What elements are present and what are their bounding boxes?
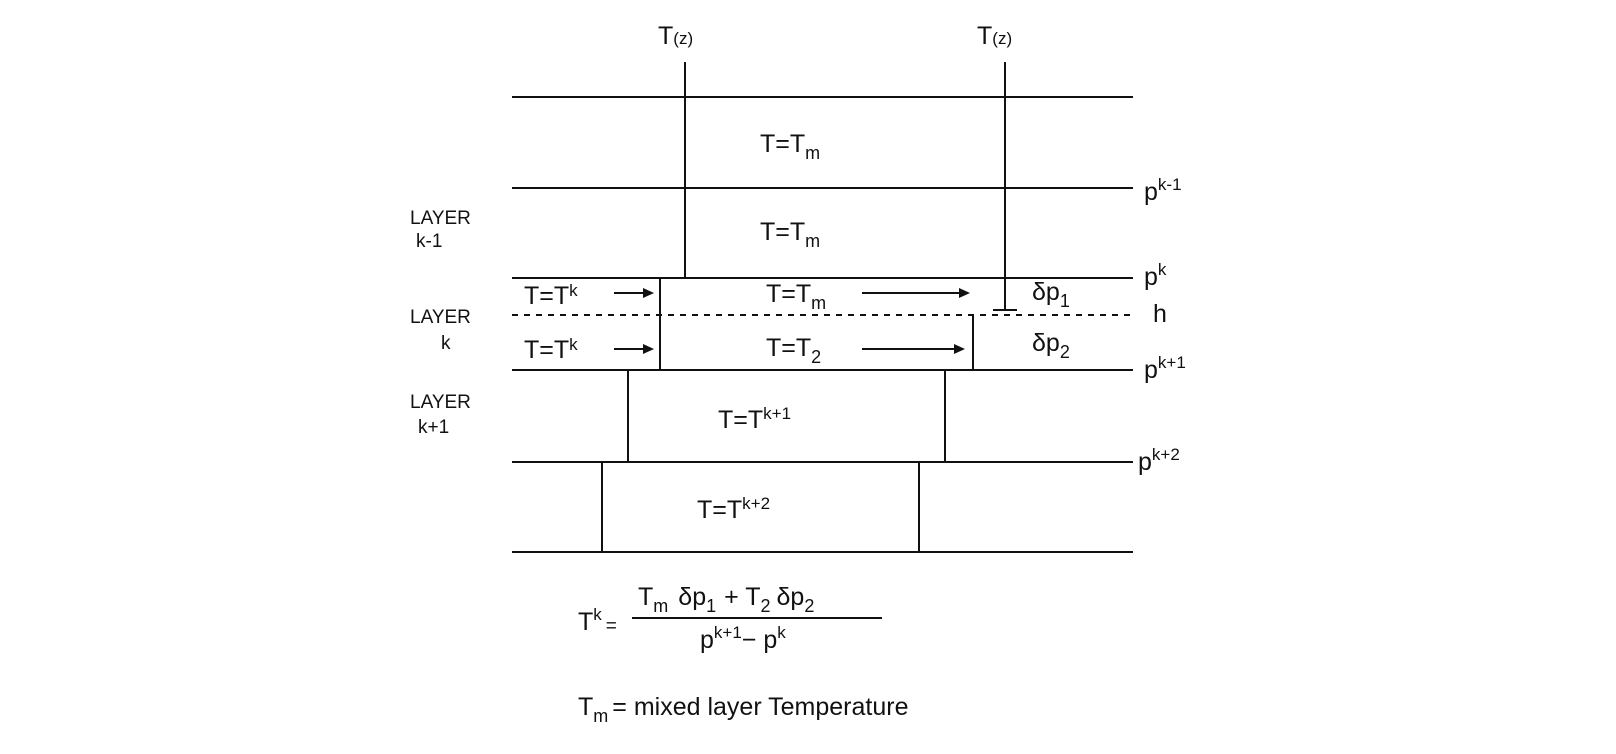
tz-left-label: T(z) <box>658 22 693 50</box>
layer-k2-temp: T=Tk+2 <box>697 494 770 524</box>
delta-p1-label: δp1 <box>1032 278 1070 311</box>
tm-legend: Tm = mixed layer Temperature <box>578 693 909 726</box>
pk+1-label: pk+1 <box>1144 353 1186 384</box>
layer-k+1-label-line1: LAYER <box>410 392 471 413</box>
layer-k-lower-mid-temp: T=T2 <box>766 334 821 367</box>
top-layer-2-temp: T=Tm <box>760 218 820 251</box>
arrow-k-lower-mid <box>862 344 965 354</box>
layer-k-upper-mid-temp: T=Tm <box>766 280 826 313</box>
arrow-k-lower-left <box>614 344 654 354</box>
layer-k-1-label-line1: LAYER <box>410 208 471 229</box>
formula-numerator: Tm δp1 + T2 δp2 <box>638 583 814 616</box>
tz-right-label: T(z) <box>977 22 1012 50</box>
layer-k-label-line2: k <box>441 333 451 354</box>
delta-p2-label: δp2 <box>1032 329 1070 362</box>
layer-k+1-label-line2: k+1 <box>418 417 449 438</box>
pk-1-label: pk-1 <box>1144 175 1182 206</box>
layer-k1-temp: T=Tk+1 <box>718 404 791 434</box>
tk-formula: Tk= Tm δp1 + T2 δp2 pk+1− pk <box>578 583 882 654</box>
pk-label: pk <box>1144 260 1167 291</box>
layer-k-upper-left-temp: T=Tk <box>524 281 578 310</box>
arrow-k-upper-left <box>614 288 654 298</box>
layer-k-lower-left-temp: T=Tk <box>524 335 578 364</box>
arrow-k-upper-mid <box>862 288 970 298</box>
h-label: h <box>1153 300 1167 328</box>
formula-denominator: pk+1− pk <box>700 623 786 654</box>
pk+2-label: pk+2 <box>1138 445 1180 476</box>
top-layer-1-temp: T=Tm <box>760 130 820 163</box>
formula-lhs: Tk= <box>578 605 617 637</box>
layer-k-label-line1: LAYER <box>410 307 471 328</box>
layer-k-1-label-line2: k-1 <box>416 231 442 252</box>
